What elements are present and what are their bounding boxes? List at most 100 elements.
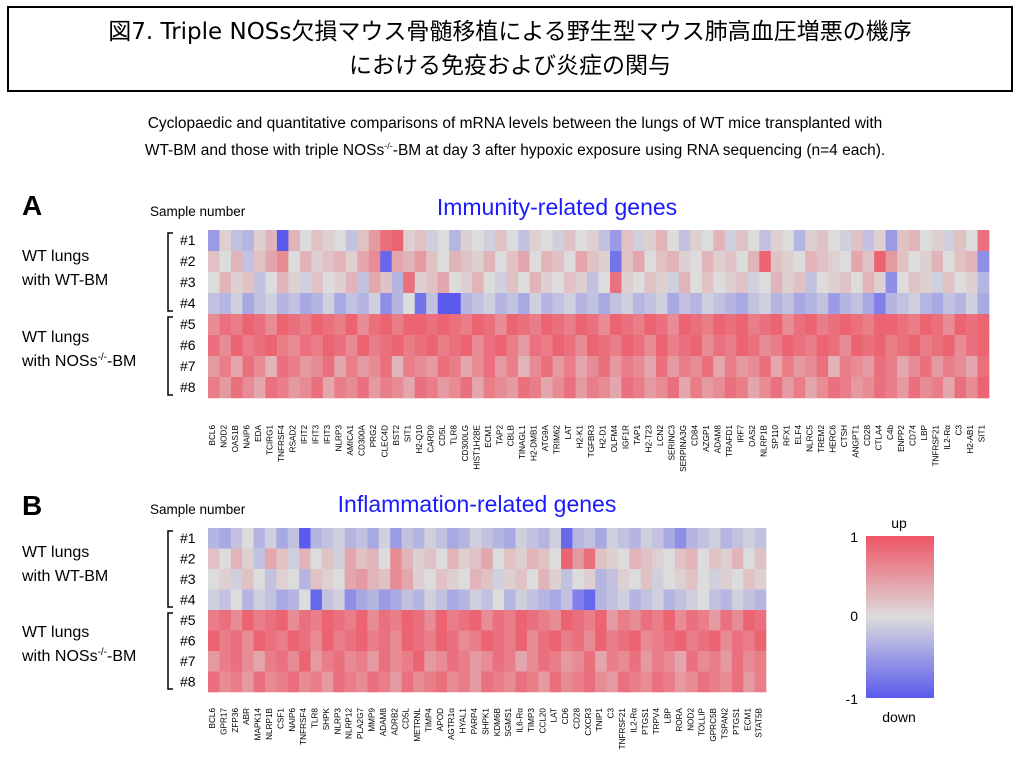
column-label: HIST1H2BE [472,424,481,469]
heatmap-cell [851,272,863,294]
heatmap-cell [759,251,772,273]
colorbar-tick-mid: 0 [850,608,858,624]
heatmap-cell [561,671,573,693]
heatmap-cell [424,671,437,693]
heatmap-cell [828,230,840,252]
heatmap-cell [686,589,698,611]
heatmap-cell [697,569,710,590]
column-label: TAP1 [633,425,642,445]
heatmap-cell [736,293,749,315]
heatmap-cell [344,630,357,652]
heatmap-cell [311,251,324,273]
column-label: NOD2 [220,425,229,448]
heatmap-cell [552,251,565,273]
column-label: SHPK1 [481,708,490,735]
column-label: TOLLIP [698,707,707,736]
column-label: AMICA1 [346,425,355,456]
heatmap-cell [391,293,404,315]
row-label: #1 [180,530,196,546]
heatmap-cell [709,548,721,570]
heatmap-cell [276,293,289,315]
column-label: SERINC3 [668,425,677,461]
heatmap-cell [966,293,978,315]
heatmap-cell [357,230,370,252]
heatmap-cell [310,630,323,652]
heatmap-cell [564,356,576,378]
heatmap-cell [390,589,402,611]
heatmap-cell [310,569,323,590]
heatmap-cell [720,528,733,549]
heatmap-cell [632,230,645,252]
heatmap-cell [390,610,402,631]
heatmap-cell [595,589,607,611]
heatmap-cell [839,272,852,294]
column-label: BCL6 [208,425,217,446]
heatmap-cell [380,314,393,336]
heatmap-cell [515,671,528,693]
heatmap-cell [391,272,404,294]
column-label: NOD2 [686,708,695,731]
heatmap-cell [770,251,783,273]
heatmap-cell [356,528,368,549]
heatmap-cell [529,293,542,315]
heatmap-cell [208,569,220,590]
heatmap-cell [782,335,795,357]
heatmap-cell [552,377,565,399]
heatmap-cell [483,356,496,378]
heatmap-cell [356,651,368,672]
heatmap-cell [368,377,381,399]
heatmap-cell [378,630,391,652]
heatmap-cell [253,230,266,252]
heatmap-cell [977,293,990,315]
heatmap-cell [678,335,691,357]
heatmap-cell [424,548,437,570]
heatmap-cell [426,314,439,336]
heatmap-cell [391,314,404,336]
heatmap-cell [678,251,691,273]
heatmap-cell [368,272,381,294]
column-label: CBLB [507,424,516,446]
column-label: EDA [254,424,263,441]
group-label-line1: WT lungs [22,624,89,641]
heatmap-cell [686,548,698,570]
heatmap-cell [606,651,619,672]
heatmap-cell [743,528,755,549]
heatmap-cell [621,314,634,336]
heatmap-cell [686,569,698,590]
heatmap-cell [743,569,755,590]
column-label: TCIRG1 [266,425,275,455]
heatmap-cell [793,293,806,315]
heatmap-cell [447,610,459,631]
heatmap-cell [851,293,863,315]
heatmap-cell [435,528,448,549]
heatmap-cell [401,528,414,549]
heatmap-cell [311,356,324,378]
heatmap-cell [701,314,714,336]
heatmap-cell [391,251,404,273]
heatmap-cell [541,356,553,378]
panel-a: A Immunity-related genes Sample number #1 #2… [21,190,990,472]
heatmap-cell [549,610,562,631]
heatmap-cell [609,377,622,399]
row-label: #4 [180,591,196,607]
heatmap-cell [816,335,829,357]
heatmap-cell [299,548,311,570]
heatmap-cell [495,272,507,294]
heatmap-cell [541,293,553,315]
heatmap-cell [713,377,726,399]
column-label: TLR8 [449,425,458,445]
heatmap-cell [770,272,783,294]
heatmap-cell [701,293,714,315]
heatmap-cell [759,335,772,357]
heatmap-cell [299,610,311,631]
heatmap-cell [747,272,760,294]
heatmap-cell [663,630,676,652]
heatmap-cell [629,548,642,570]
column-label: ADRB2 [390,708,399,736]
heatmap-cell [460,272,473,294]
heatmap-cell [472,335,484,357]
heatmap-cell [219,528,232,549]
column-label: H2-K1 [576,425,585,449]
heatmap-cell [310,528,323,549]
heatmap-cell [874,251,886,273]
